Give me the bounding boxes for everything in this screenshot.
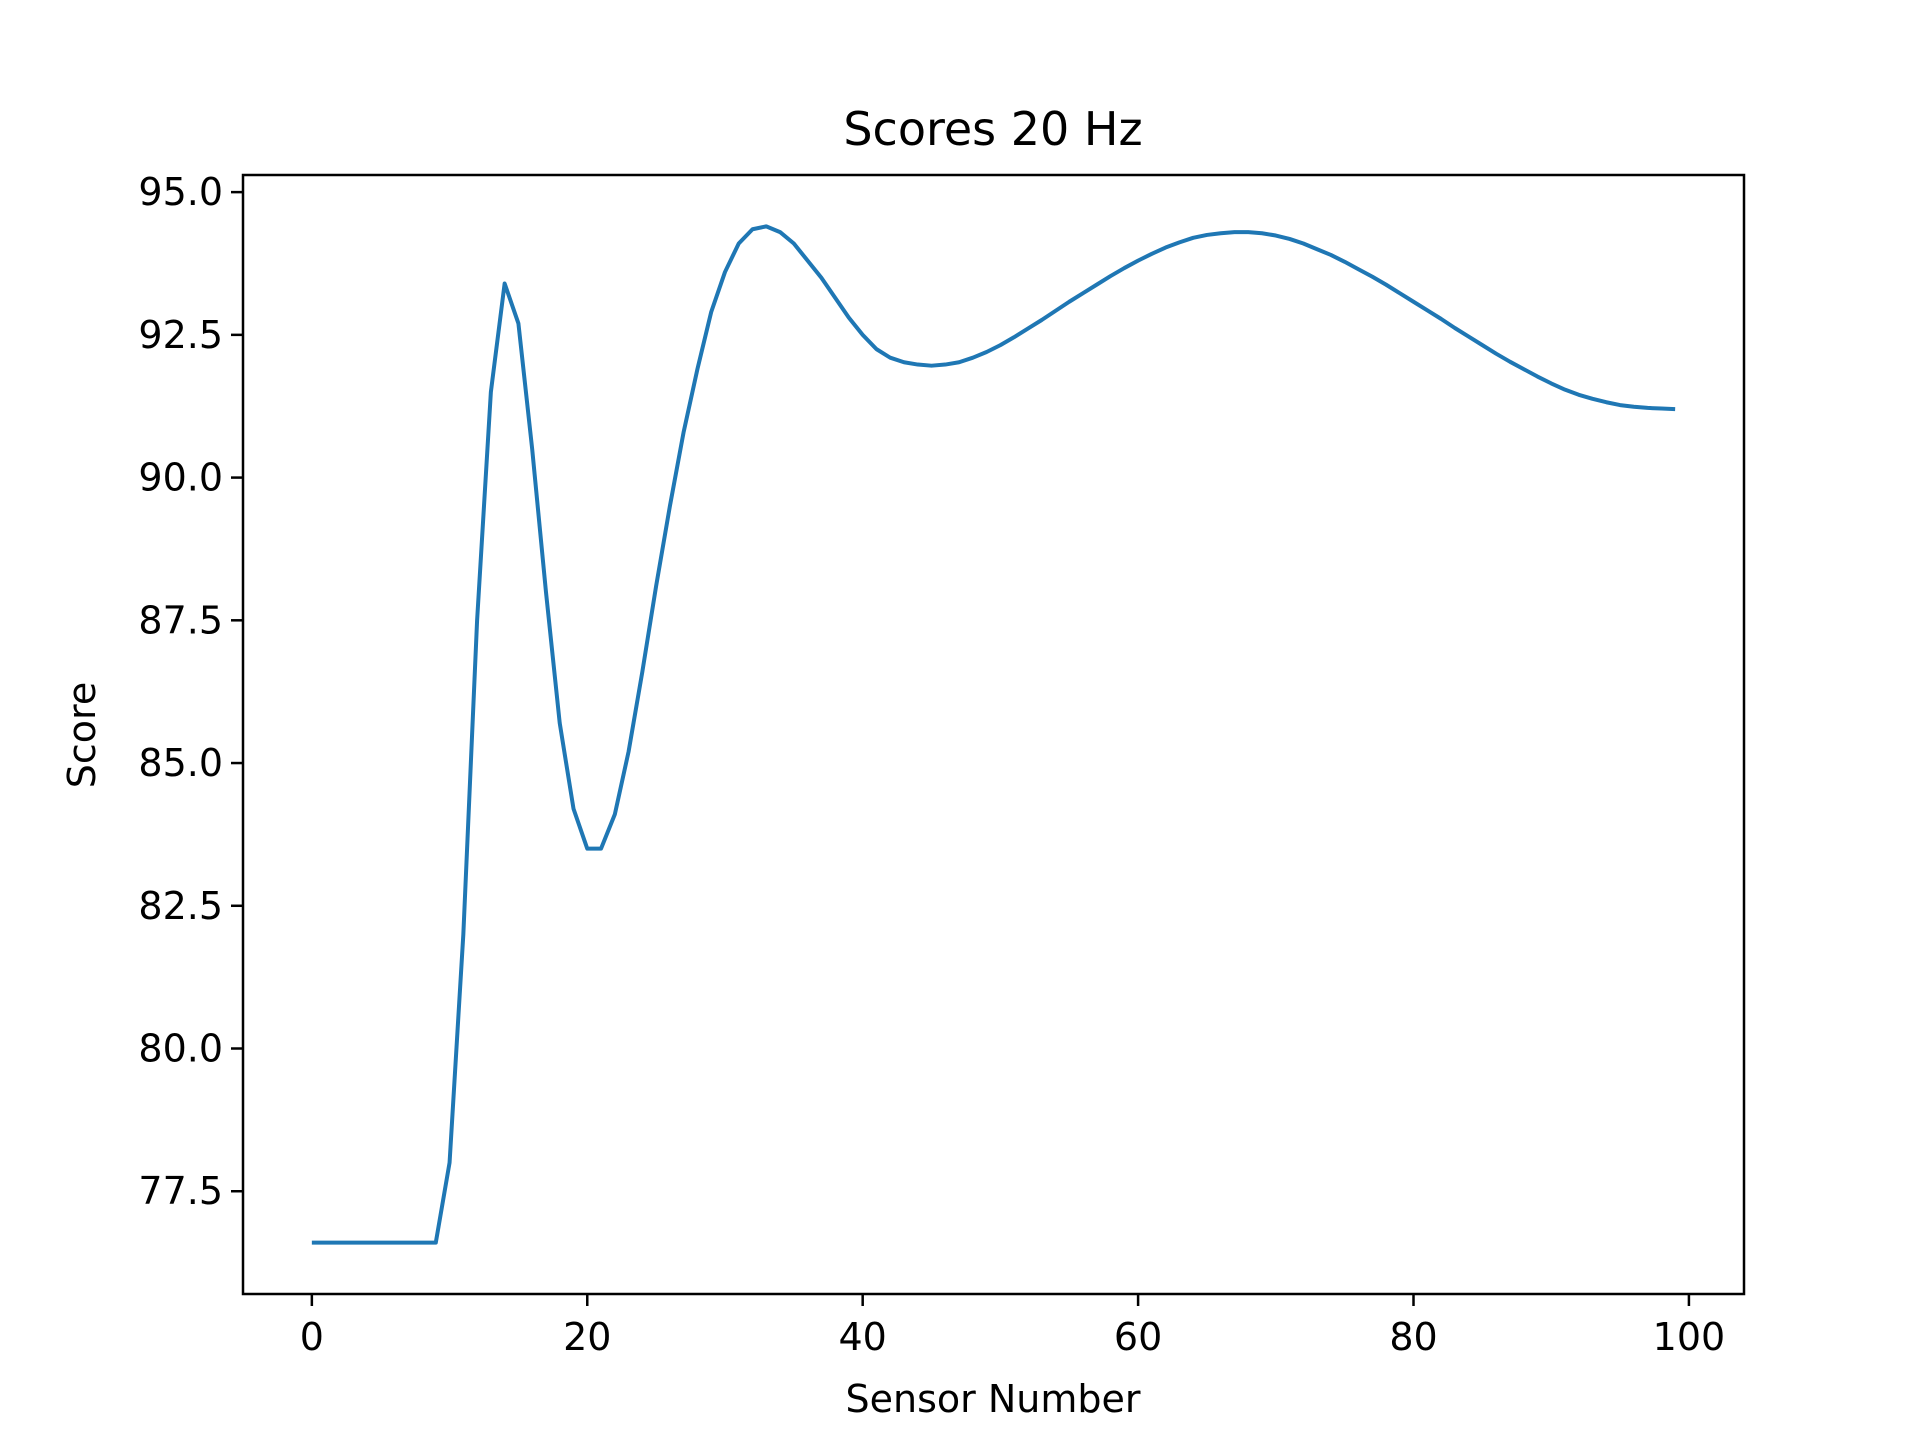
- plot-area-frame: [241, 173, 1746, 1296]
- chart-title: Scores 20 Hz: [843, 102, 1142, 156]
- x-tick-label: 40: [838, 1315, 886, 1359]
- y-tick-label: 90.0: [138, 456, 223, 500]
- x-tick-label: 80: [1389, 1315, 1437, 1359]
- x-tick-label: 0: [300, 1315, 324, 1359]
- y-tick-label: 95.0: [138, 170, 223, 214]
- y-tick-label: 77.5: [138, 1169, 223, 1213]
- x-tick-label: 100: [1653, 1315, 1726, 1359]
- y-tick-label: 92.5: [138, 313, 223, 357]
- y-axis-label: Score: [60, 682, 104, 788]
- y-tick-label: 80.0: [138, 1027, 223, 1071]
- y-tick-label: 82.5: [138, 884, 223, 928]
- score-series-line: [311, 224, 1676, 1245]
- x-tick-label: 20: [563, 1315, 611, 1359]
- x-tick-label: 60: [1114, 1315, 1162, 1359]
- y-tick-label: 87.5: [138, 598, 223, 642]
- axis-ticks: 0 20 40 60 80 100 77.5 80.0 82.5 85.0 87.5 90.0 92.5…: [138, 170, 1725, 1359]
- x-axis-label: Sensor Number: [846, 1377, 1141, 1421]
- y-tick-label: 85.0: [138, 741, 223, 785]
